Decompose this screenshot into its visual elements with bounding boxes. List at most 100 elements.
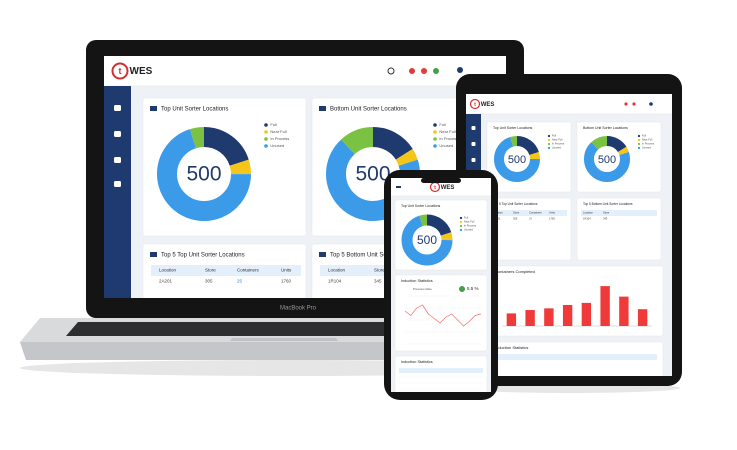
column-header: Location <box>328 268 346 273</box>
notch <box>421 178 461 183</box>
alert-icon <box>624 102 628 106</box>
menu-icon <box>396 186 401 188</box>
card-title: Bottom Unit Sorter Locations <box>583 126 628 130</box>
bar <box>506 313 517 326</box>
legend-swatch <box>637 134 641 138</box>
legend-swatch <box>433 123 437 127</box>
column-header: Containers <box>529 211 542 215</box>
bar <box>619 296 629 326</box>
table-cell: 25 <box>529 217 532 221</box>
legend-label: In Process <box>270 136 289 141</box>
legend-swatch <box>264 144 268 148</box>
donut-segment <box>326 127 420 221</box>
trackpad <box>230 338 338 341</box>
legend-label: In Process <box>439 136 458 141</box>
legend-label: Unused <box>270 143 284 148</box>
rate-badge <box>459 286 465 292</box>
card-icon <box>319 252 326 257</box>
table-cell: 1760 <box>281 279 292 284</box>
donut-center: 500 <box>508 154 526 166</box>
legend-swatch <box>637 138 641 142</box>
legend-swatch <box>547 142 551 146</box>
rate-value: 5.5 % <box>467 286 479 291</box>
donut-segment <box>401 214 453 266</box>
column-header: Store <box>374 268 385 273</box>
card-title: Top Unit Sorter Locations <box>401 204 441 208</box>
legend-label: Unused <box>552 146 561 150</box>
table-cell: 305 <box>205 279 213 284</box>
alert-icon <box>421 68 427 74</box>
legend-label: Near Full <box>439 129 455 134</box>
legend-swatch <box>264 130 268 134</box>
sidebar-icon <box>471 158 476 162</box>
legend-label: Full <box>439 122 446 127</box>
bar <box>637 309 648 326</box>
column-header: Store <box>205 268 216 273</box>
card <box>486 197 572 261</box>
card-title: Top 5 Top Unit Sorter Locations <box>161 253 245 259</box>
donut-segment <box>157 127 251 221</box>
brand-name: WES <box>441 185 455 191</box>
chart-subtitle: Previous Rate <box>413 287 432 291</box>
app-header <box>104 56 506 86</box>
legend-swatch <box>433 130 437 134</box>
card-title: Top Unit Sorter Locations <box>493 126 533 130</box>
legend-label: Unused <box>642 146 651 150</box>
card-icon <box>150 252 157 257</box>
legend-swatch <box>547 146 551 150</box>
logo-mark: t <box>119 66 122 76</box>
legend-swatch <box>433 137 437 141</box>
logo-badge <box>469 98 481 110</box>
legend-swatch <box>547 138 551 142</box>
legend-label: Full <box>270 122 277 127</box>
card <box>576 197 662 261</box>
alert-icon <box>409 68 415 74</box>
legend-swatch <box>547 134 551 138</box>
user-icon <box>649 102 653 106</box>
card-title: Top Unit Sorter Locations <box>161 107 228 113</box>
sidebar-icon <box>471 142 476 146</box>
donut-center: 500 <box>186 163 221 186</box>
legend-swatch <box>264 137 268 141</box>
user-icon <box>457 67 463 73</box>
legend-label: In Process <box>642 142 655 146</box>
donut-segment <box>401 214 453 266</box>
table-header <box>493 354 657 360</box>
column-header: Units <box>281 268 292 273</box>
card-icon <box>319 106 326 111</box>
table-header <box>151 265 301 276</box>
card-title: Top 5 Bottom Unit Sorter Locations <box>583 202 633 206</box>
donut-segment <box>494 136 540 182</box>
table-cell: 345 <box>374 279 382 284</box>
sidebar-icon <box>114 181 121 187</box>
column-header: Store <box>513 211 520 215</box>
legend-swatch <box>637 142 641 146</box>
legend-label: In Process <box>552 142 565 146</box>
card-title: Induction Statistics <box>495 345 528 350</box>
app-header <box>391 178 491 196</box>
table-cell: 1R104 <box>328 279 342 284</box>
sidebar-icon <box>471 126 476 130</box>
alert-icon <box>632 102 636 106</box>
search-icon <box>387 67 395 75</box>
card-title: Top 5 Bottom Unit Sorter Locations <box>330 253 423 259</box>
donut-center: 500 <box>355 163 390 186</box>
logo-mark: t <box>474 102 476 108</box>
legend-swatch <box>459 216 463 220</box>
donut-segment <box>401 214 453 266</box>
brand-name: WES <box>481 102 495 108</box>
brand-name: WES <box>130 66 153 77</box>
logo-mark: t <box>434 185 436 191</box>
column-header: Store <box>603 211 610 215</box>
bar <box>525 310 535 326</box>
legend-label: Near Full <box>642 138 653 142</box>
sidebar-icon <box>114 157 121 163</box>
logo-badge <box>111 62 129 80</box>
legend-label: Near Full <box>270 129 286 134</box>
donut-segment <box>157 127 251 221</box>
table-cell: 1760 <box>549 217 555 221</box>
laptop-label: MacBook Pro <box>280 306 317 312</box>
